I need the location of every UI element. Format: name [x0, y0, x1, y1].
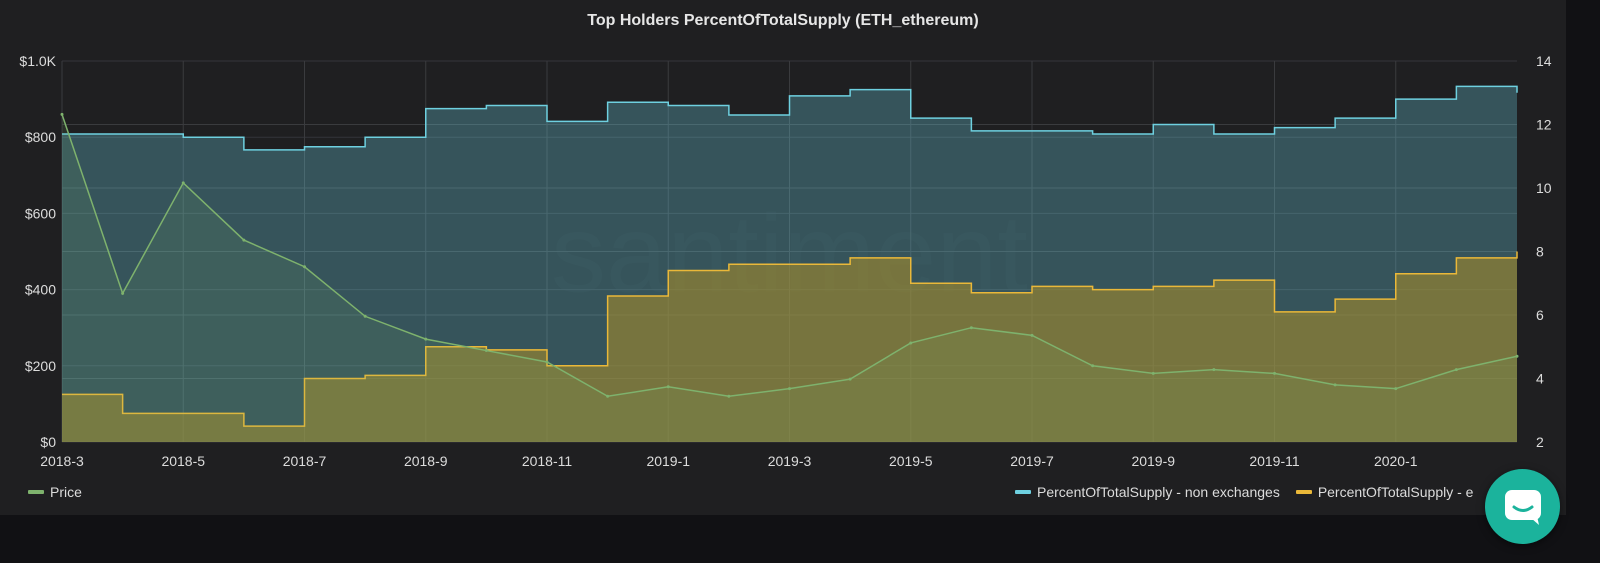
legend-right: PercentOfTotalSupply - non exchanges Per… [1015, 484, 1545, 500]
y-left-tick-label: $800 [25, 129, 56, 145]
y-left-tick-label: $1.0K [19, 53, 56, 69]
x-tick-label: 2019-1 [646, 453, 690, 469]
price-point [60, 112, 64, 116]
price-point [727, 394, 731, 398]
price-point [1333, 383, 1337, 387]
legend-swatch-exchanges [1295, 490, 1312, 494]
price-point [909, 341, 913, 345]
y-left-tick-label: $200 [25, 358, 56, 374]
price-point [1454, 368, 1458, 372]
price-point [1091, 364, 1095, 368]
x-tick-label: 2019-5 [889, 453, 933, 469]
legend-label-non-exchanges: PercentOfTotalSupply - non exchanges [1037, 484, 1280, 500]
legend-item-exchanges[interactable]: PercentOfTotalSupply - e [1295, 484, 1474, 500]
legend-swatch-price [28, 490, 44, 494]
y-right-tick-label: 10 [1536, 180, 1552, 196]
price-point [1394, 387, 1398, 391]
x-tick-label: 2018-3 [40, 453, 84, 469]
line-non-exchanges [62, 85, 1518, 151]
price-point [545, 360, 549, 364]
y-right-tick-label: 8 [1536, 244, 1544, 260]
price-point [848, 377, 852, 381]
price-point [121, 291, 125, 295]
price-point [606, 394, 610, 398]
price-point [242, 238, 246, 242]
price-point [1030, 333, 1034, 337]
chart-panel: Top Holders PercentOfTotalSupply (ETH_et… [0, 0, 1566, 515]
legend-left: Price [28, 484, 98, 500]
line-exchanges [62, 251, 1518, 427]
x-tick-label: 2019-9 [1131, 453, 1175, 469]
x-tick-label: 2019-7 [1010, 453, 1054, 469]
x-tick-label: 2018-7 [283, 453, 327, 469]
price-point [1212, 368, 1216, 372]
price-point [1151, 371, 1155, 375]
y-left-tick-label: $0 [40, 434, 56, 450]
price-point [1515, 354, 1519, 358]
y-right-tick-label: 2 [1536, 434, 1544, 450]
x-tick-label: 2019-11 [1249, 453, 1300, 469]
price-point [181, 181, 185, 185]
x-tick-label: 2018-9 [404, 453, 448, 469]
area-price [62, 114, 1517, 442]
price-point [303, 265, 306, 269]
legend-label-price: Price [50, 484, 82, 500]
area-exchanges [62, 251, 1517, 442]
price-point [484, 349, 488, 353]
x-tick-label: 2018-5 [161, 453, 205, 469]
y-left-tick-label: $600 [25, 205, 56, 221]
price-point [1273, 371, 1276, 375]
legend-item-non-exchanges[interactable]: PercentOfTotalSupply - non exchanges [1015, 484, 1280, 500]
chat-button[interactable] [1485, 469, 1560, 544]
x-tick-label: 2019-3 [768, 453, 812, 469]
chart-canvas: santiment2468101214$0$200$400$600$800$1.… [19, 53, 1552, 469]
price-point [363, 314, 367, 318]
y-left-tick-label: $400 [25, 282, 56, 298]
x-tick-label: 2020-1 [1374, 453, 1418, 469]
chart-title: Top Holders PercentOfTotalSupply (ETH_et… [587, 12, 979, 29]
y-right-tick-label: 14 [1536, 53, 1552, 69]
x-tick-label: 2018-11 [522, 453, 573, 469]
legend-item-price[interactable]: Price [28, 484, 82, 500]
price-point [424, 337, 428, 341]
y-right-tick-label: 4 [1536, 371, 1544, 387]
chat-bubble-icon [1504, 489, 1541, 525]
price-point [666, 385, 670, 389]
price-point [788, 387, 791, 391]
price-point [969, 326, 973, 330]
legend-swatch-non-exchanges [1015, 490, 1031, 494]
y-right-tick-label: 12 [1536, 117, 1552, 133]
y-right-tick-label: 6 [1536, 307, 1544, 323]
legend-label-exchanges: PercentOfTotalSupply - e [1317, 484, 1474, 500]
